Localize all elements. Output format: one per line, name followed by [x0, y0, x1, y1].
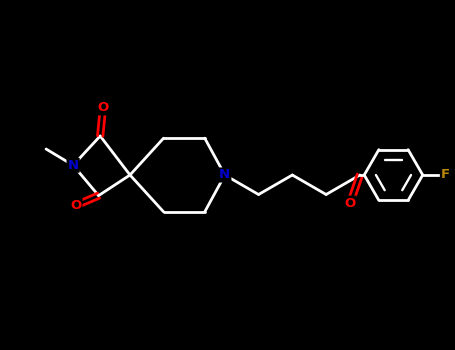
Text: O: O [344, 197, 356, 210]
Text: N: N [219, 168, 230, 182]
Text: O: O [70, 199, 81, 212]
Text: O: O [97, 102, 109, 114]
Text: F: F [441, 168, 450, 182]
Text: N: N [67, 159, 79, 172]
